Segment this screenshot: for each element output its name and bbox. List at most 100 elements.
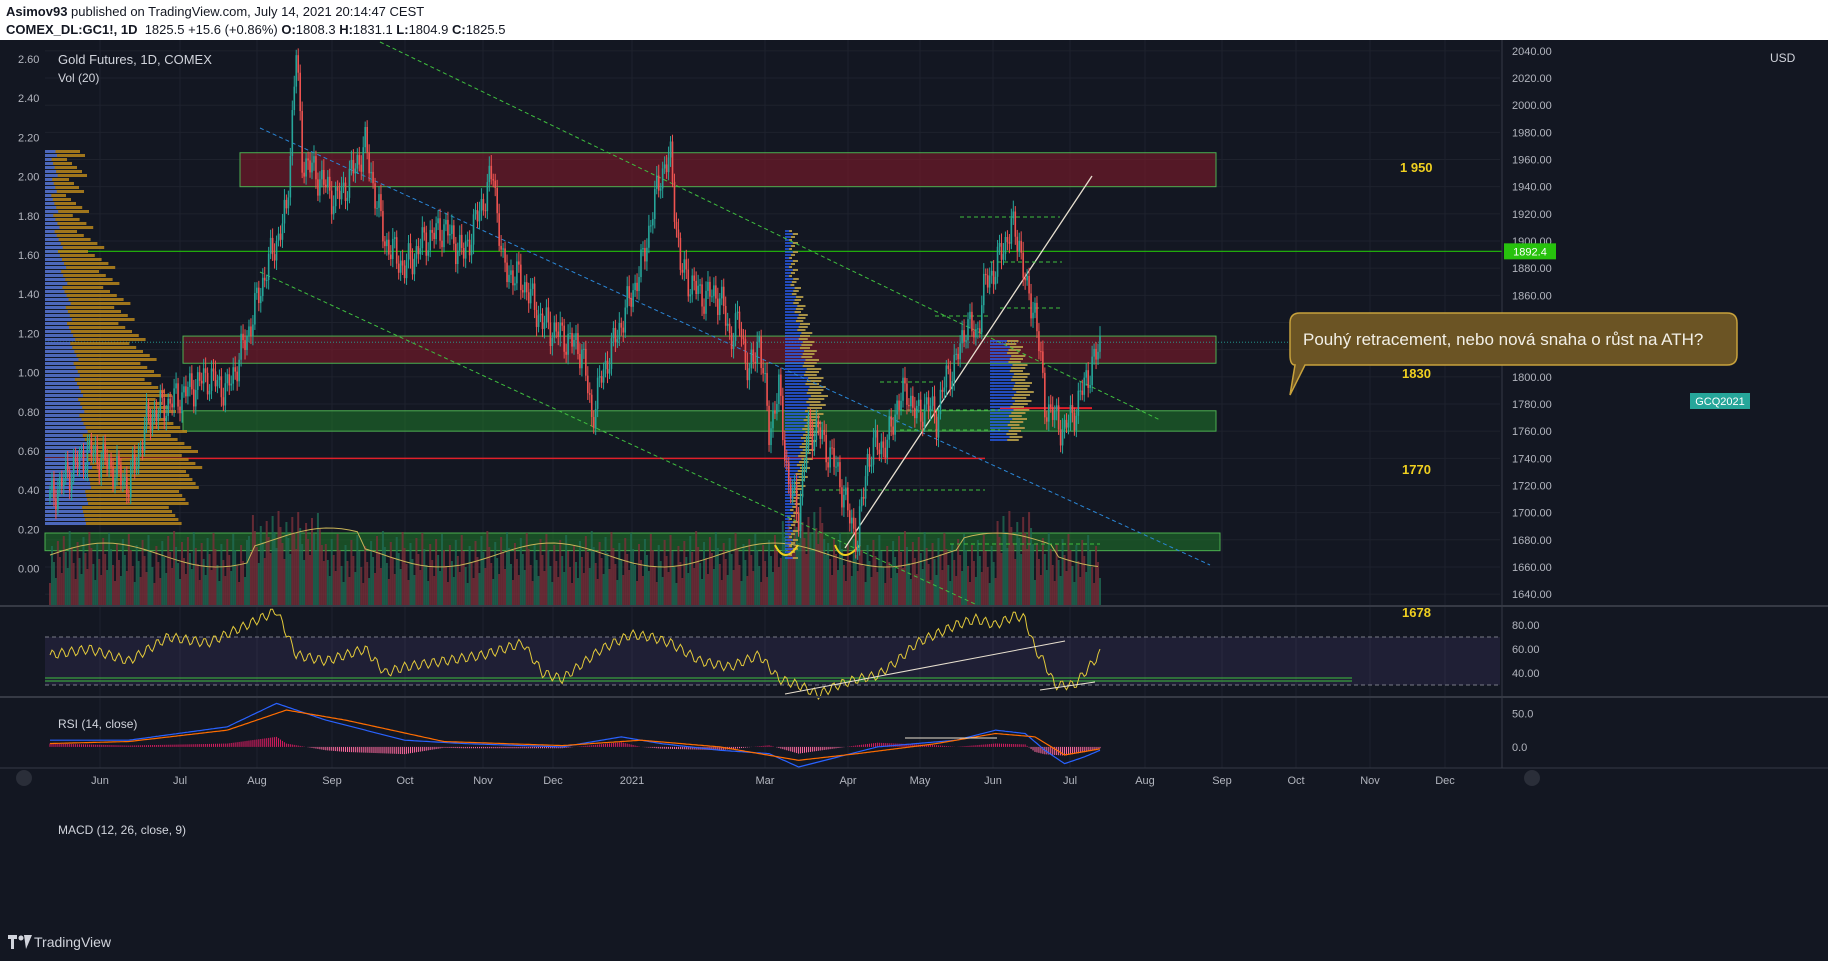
volume-profile-bar: [45, 402, 163, 405]
volume-profile-bar: [45, 358, 79, 361]
volume-profile-bar: [793, 512, 799, 514]
volume-profile-bar: [45, 370, 78, 373]
candle-body: [553, 322, 556, 338]
volume-profile-bar: [785, 323, 810, 325]
volume-bar: [391, 558, 394, 605]
volume-bar: [870, 577, 873, 605]
tradingview-brand[interactable]: TradingView: [34, 934, 112, 950]
volume-bar: [123, 555, 126, 605]
volume-profile-bar: [45, 266, 116, 269]
candle-body: [965, 340, 967, 342]
candle-body: [210, 368, 213, 391]
volume-profile-bar: [45, 502, 89, 505]
volume-profile-bar: [990, 430, 1021, 432]
volume-bar: [882, 567, 885, 605]
volume-profile-bar: [789, 527, 792, 529]
volume-profile-bar: [45, 402, 81, 405]
volume-bar: [923, 532, 926, 605]
volume-bar: [734, 533, 737, 605]
volume-profile-bar: [805, 371, 819, 373]
volume-bar: [399, 569, 402, 605]
candle-body: [852, 517, 855, 529]
volume-bar: [1002, 516, 1005, 605]
volume-bar: [608, 569, 611, 605]
volume-bar: [202, 559, 205, 605]
candle-body: [971, 311, 973, 332]
volume-profile-bar: [45, 246, 105, 249]
volume-bar: [967, 566, 970, 605]
volume-bar: [1012, 543, 1015, 605]
volume-bar: [431, 560, 434, 605]
volume-bar: [970, 545, 973, 605]
volume-bar: [1055, 544, 1058, 605]
volume-profile-bar: [1009, 415, 1022, 417]
volume-bar: [376, 536, 379, 605]
auto-scale-icon: [1524, 770, 1540, 786]
candle-body: [98, 463, 101, 478]
volume-bar: [206, 538, 209, 605]
price-tick-label: 2020.00: [1512, 73, 1552, 85]
header-line-2: COMEX_DL:GC1!, 1D 1825.5 +15.6 (+0.86%) …: [6, 22, 505, 37]
volume-bar: [100, 575, 103, 605]
candle-body: [512, 270, 514, 286]
volume-bar: [1039, 575, 1042, 605]
candle-body: [884, 447, 887, 458]
candle-body: [433, 232, 435, 240]
volume-bar: [976, 540, 979, 605]
volume-bar: [1061, 539, 1064, 605]
candle-body: [194, 389, 197, 407]
volume-bar: [509, 564, 512, 605]
volume-bar: [852, 539, 855, 605]
volume-bar: [1006, 548, 1009, 605]
annotation-callout[interactable]: Pouhý retracement, nebo nová snaha o růs…: [1289, 312, 1738, 396]
candle-body: [579, 354, 581, 369]
volume-profile-bar: [45, 506, 169, 509]
publisher-name[interactable]: Asimov93: [6, 4, 68, 19]
candle-body: [559, 322, 562, 338]
volume-profile-bar: [45, 430, 187, 433]
candle-body: [567, 333, 569, 355]
volume-bar: [894, 557, 897, 605]
volume-profile-bar: [792, 557, 798, 559]
volume-bar: [667, 572, 670, 605]
volume-bar: [811, 549, 814, 605]
volume-bar: [724, 559, 727, 605]
volume-profile-bar: [1009, 358, 1023, 360]
volume-profile-bar: [806, 380, 822, 382]
volume-profile-bar: [795, 488, 802, 490]
volume-profile-bar: [785, 506, 798, 508]
volume-profile-bar: [45, 350, 143, 353]
candle-body: [265, 280, 268, 282]
candle-body: [573, 339, 575, 347]
volume-profile-bar: [45, 194, 52, 197]
volume-profile-bar: [45, 450, 198, 453]
volume-profile-bar: [45, 282, 68, 285]
volume-profile-bar: [801, 443, 813, 445]
volume-bar: [285, 522, 288, 605]
candle-body: [1028, 275, 1030, 294]
volume-bar: [196, 564, 199, 605]
chart-area[interactable]: 1640.001660.001680.001700.001720.001740.…: [0, 40, 1828, 922]
volume-bar: [228, 555, 231, 605]
candle-body: [1077, 390, 1080, 416]
volume-bar: [697, 547, 700, 605]
candle-body: [919, 399, 922, 422]
volume-profile-bar: [801, 356, 813, 358]
candle-body: [569, 332, 571, 334]
candle-body: [1004, 236, 1007, 254]
volume-profile-bar: [45, 442, 185, 445]
volume-bar: [655, 582, 658, 605]
volume-bar: [133, 582, 136, 605]
candle-body: [854, 528, 857, 552]
volume-profile-bar: [785, 548, 798, 550]
candle-body: [529, 288, 532, 304]
volume-profile-bar: [45, 326, 126, 329]
volume-bar: [872, 540, 875, 605]
candle-body: [78, 452, 81, 468]
candle-body: [862, 496, 865, 499]
volume-bar: [117, 560, 120, 605]
volume-profile-bar: [45, 490, 179, 493]
candle-body: [451, 225, 453, 234]
candle-body: [728, 323, 731, 334]
volume-profile-bar: [797, 305, 806, 307]
